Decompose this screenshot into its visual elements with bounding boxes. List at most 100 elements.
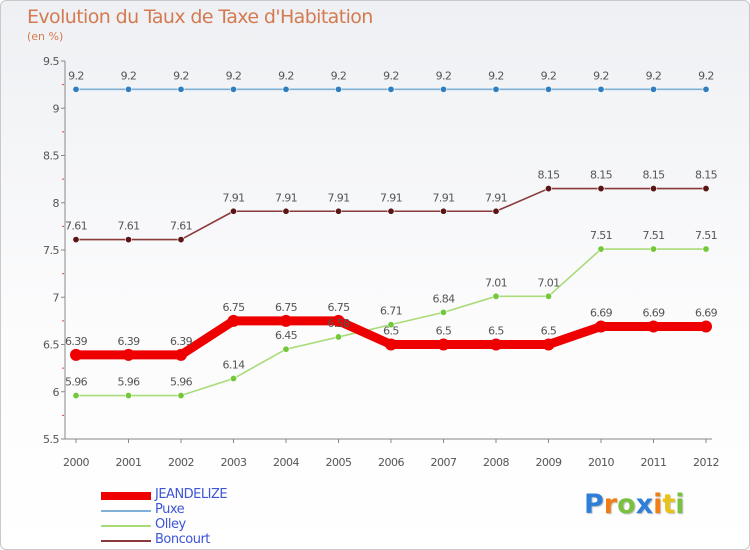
data-point-jeandelize [490, 338, 502, 351]
x-tick-label: 2011 [641, 456, 667, 469]
logo-letter: i [675, 489, 685, 520]
data-label-puxe: 9.2 [68, 69, 84, 82]
data-point-boncourt [597, 185, 605, 193]
data-label-olley: 5.96 [117, 376, 140, 389]
data-label-jeandelize: 6.5 [436, 325, 452, 338]
data-point-boncourt [72, 236, 80, 244]
data-label-puxe: 9.2 [226, 69, 242, 82]
data-point-boncourt [282, 207, 290, 215]
data-label-boncourt: 7.91 [222, 191, 244, 204]
data-label-boncourt: 7.91 [485, 191, 507, 204]
data-point-olley [334, 333, 342, 341]
data-label-boncourt: 7.61 [170, 220, 192, 233]
data-point-jeandelize [175, 348, 187, 361]
data-point-olley [649, 245, 657, 253]
data-label-jeandelize: 6.5 [541, 325, 557, 338]
data-point-olley [72, 392, 80, 400]
legend-swatch-puxe [101, 510, 151, 512]
data-label-puxe: 9.2 [173, 69, 189, 82]
data-point-jeandelize [227, 314, 240, 327]
data-label-olley: 7.51 [642, 229, 664, 242]
data-label-boncourt: 8.15 [695, 169, 718, 182]
logo-letter: o [617, 489, 636, 520]
data-point-boncourt [230, 207, 238, 215]
data-label-boncourt: 8.15 [642, 169, 665, 182]
x-tick-label: 2001 [116, 456, 142, 469]
data-label-jeandelize: 6.75 [222, 301, 245, 314]
data-label-puxe: 9.2 [436, 69, 452, 82]
data-label-boncourt: 7.61 [117, 220, 139, 233]
data-label-jeandelize: 6.75 [275, 301, 298, 314]
data-point-boncourt [125, 236, 133, 244]
data-point-jeandelize [700, 320, 712, 333]
chart-subtitle: (en %) [27, 30, 64, 43]
data-label-puxe: 9.2 [278, 69, 294, 82]
data-point-boncourt [492, 207, 500, 215]
data-point-puxe [334, 85, 342, 93]
logo-letter: x [635, 489, 654, 520]
data-point-puxe [649, 85, 657, 93]
data-point-puxe [702, 85, 710, 93]
legend-label-puxe: Puxe [155, 502, 185, 517]
data-label-boncourt: 7.91 [432, 191, 454, 204]
chart-title: Evolution du Taux de Taxe d'Habitation [27, 6, 373, 28]
data-point-jeandelize [122, 348, 135, 361]
y-tick-label: 8 [53, 197, 60, 210]
x-tick-label: 2006 [378, 456, 404, 469]
data-point-jeandelize [542, 338, 555, 351]
data-point-olley [597, 245, 605, 253]
y-tick-label: 9.5 [43, 55, 59, 68]
x-tick-label: 2007 [431, 456, 457, 469]
data-point-puxe [125, 85, 133, 93]
data-label-olley: 6.45 [275, 329, 298, 342]
data-label-olley: 7.01 [537, 276, 559, 289]
data-label-jeandelize: 6.39 [170, 335, 193, 348]
logo-letter: r [603, 489, 618, 520]
x-tick-label: 2010 [588, 456, 614, 469]
data-label-puxe: 9.2 [488, 69, 504, 82]
data-point-olley [439, 308, 447, 316]
data-point-jeandelize [332, 314, 345, 327]
data-point-olley [177, 392, 185, 400]
data-point-puxe [387, 85, 395, 93]
data-point-olley [282, 345, 290, 353]
data-label-puxe: 9.2 [593, 69, 609, 82]
data-point-puxe [492, 85, 500, 93]
data-label-jeandelize: 6.69 [695, 307, 718, 320]
y-tick-label: 5.5 [43, 433, 59, 446]
logo-letter: t [662, 489, 676, 520]
data-label-boncourt: 7.91 [327, 191, 349, 204]
x-tick-label: 2004 [273, 456, 299, 469]
data-label-olley: 7.51 [695, 229, 717, 242]
data-point-puxe [282, 85, 290, 93]
x-tick-label: 2003 [221, 456, 247, 469]
legend-swatch-boncourt [101, 540, 151, 542]
y-tick-label: 8.5 [43, 150, 59, 163]
data-label-olley: 7.01 [485, 276, 507, 289]
data-label-boncourt: 7.91 [380, 191, 402, 204]
legend-label-jeandelize: JEANDELIZE [155, 487, 228, 502]
data-label-puxe: 9.2 [698, 69, 714, 82]
x-tick-label: 2005 [326, 456, 352, 469]
data-label-puxe: 9.2 [121, 69, 137, 82]
data-point-boncourt [649, 185, 657, 193]
data-point-jeandelize [437, 338, 450, 351]
data-label-boncourt: 7.61 [65, 220, 87, 233]
data-label-olley: 6.58 [327, 317, 350, 330]
data-point-olley [387, 321, 395, 329]
y-tick-label: 7.5 [43, 244, 59, 257]
data-label-jeandelize: 6.5 [383, 325, 399, 338]
data-point-puxe [597, 85, 605, 93]
data-point-olley [544, 292, 552, 300]
data-label-boncourt: 8.15 [537, 169, 560, 182]
data-point-boncourt [177, 236, 185, 244]
data-label-jeandelize: 6.69 [590, 307, 613, 320]
x-tick-label: 2002 [168, 456, 194, 469]
y-tick-label: 6 [53, 386, 60, 399]
y-tick-label: 6.5 [43, 339, 59, 352]
data-label-puxe: 9.2 [646, 69, 662, 82]
data-point-boncourt [439, 207, 447, 215]
x-tick-label: 2009 [536, 456, 562, 469]
